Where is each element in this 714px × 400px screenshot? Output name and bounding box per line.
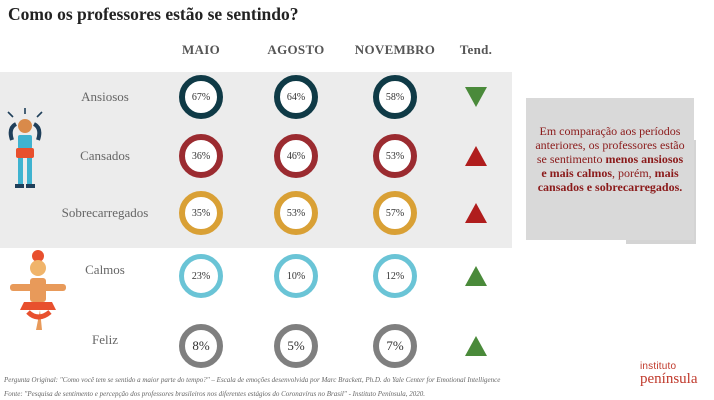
value-ring-feliz-agosto: 5% (274, 324, 318, 368)
value-ring-ansiosos-agosto: 64% (274, 75, 318, 119)
value-ring-sobrecarregados-novembro: 57% (373, 191, 417, 235)
anxious-person-icon (7, 108, 43, 188)
value-ring-sobrecarregados-maio: 35% (179, 191, 223, 235)
value-ring-cansados-agosto: 46% (274, 134, 318, 178)
summary-note: Em comparação aos períodos anteriores, o… (526, 98, 694, 240)
value-ring-ansiosos-novembro: 58% (373, 75, 417, 119)
note-bold-2: mais cansados e sobrecarregados. (537, 166, 683, 194)
footer-question: Pergunta Original: "Como você tem se sen… (4, 376, 501, 384)
meditating-person-icon (10, 250, 66, 330)
value-ring-feliz-maio: 8% (179, 324, 223, 368)
value-ring-calmos-maio: 23% (179, 254, 223, 298)
column-header-tendencia: Tend. (459, 42, 493, 57)
value-ring-ansiosos-maio: 67% (179, 75, 223, 119)
note-text-2: , porém, (612, 166, 655, 180)
page-title: Como os professores estão se sentindo? (8, 4, 299, 24)
logo-line-2: península (640, 371, 698, 387)
note-bold-1: menos ansiosos e mais calmos (541, 152, 684, 180)
column-header-agosto: AGOSTO (267, 42, 325, 57)
value-ring-calmos-novembro: 12% (373, 254, 417, 298)
row-label-calmos: Calmos (85, 262, 125, 277)
trend-down-ansiosos (465, 87, 487, 107)
logo-line-1: instituto (640, 361, 677, 372)
row-label-sobrecarregados: Sobrecarregados (61, 205, 149, 220)
value-ring-feliz-novembro: 7% (373, 324, 417, 368)
trend-up-feliz (465, 336, 487, 356)
value-ring-calmos-agosto: 10% (274, 254, 318, 298)
trend-up-cansados (465, 146, 487, 166)
row-label-ansiosos: Ansiosos (81, 89, 129, 104)
value-ring-sobrecarregados-agosto: 53% (274, 191, 318, 235)
instituto-peninsula-logo: instituto península (640, 362, 710, 387)
row-label-feliz: Feliz (92, 332, 118, 347)
trend-up-calmos (465, 266, 487, 286)
row-label-cansados: Cansados (80, 148, 130, 163)
value-ring-cansados-novembro: 53% (373, 134, 417, 178)
value-ring-cansados-maio: 36% (179, 134, 223, 178)
note-text-1: Em comparação aos períodos anteriores, o… (535, 124, 685, 166)
negative-feelings-band (0, 72, 512, 248)
column-header-novembro: NOVEMBRO (354, 42, 436, 57)
column-header-maio: MAIO (181, 42, 221, 57)
trend-up-sobrecarregados (465, 203, 487, 223)
footer-source: Fonte: "Pesquisa de sentimento e percepç… (4, 390, 425, 398)
